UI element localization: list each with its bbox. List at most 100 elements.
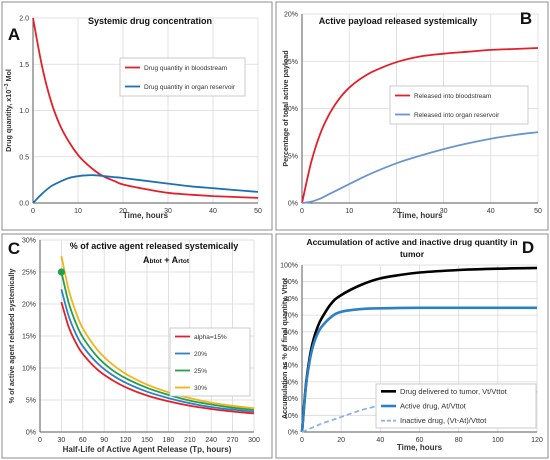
x-tick-label: 10 (74, 208, 82, 215)
y-tick-label: 30% (22, 238, 36, 245)
y-tick-label: 40% (284, 363, 298, 370)
x-axis-label: Time, hours (123, 211, 169, 220)
panel-d: 0 20 40 60 80 100 120 0% 10% 20% 30% 40% 50% 60% 70% 80… (275, 233, 549, 459)
x-tick-label: 30 (58, 437, 66, 444)
panel-letter: C (8, 239, 20, 258)
series-line-2 (301, 131, 539, 204)
legend-label: Drug delivered to tumor, Vt/Vttot (400, 387, 508, 396)
x-tick-label: 210 (184, 437, 196, 444)
subtitle-part: btot (149, 258, 162, 265)
panel-c: 0 30 60 90 120 150 180 210 240 270 300 0% 5% 10% 15% 20… (1, 233, 273, 459)
y-axis-label: Drug quantity, x10−3 Mol (4, 69, 13, 152)
legend-box (169, 327, 251, 397)
y-tick-label: 100% (280, 263, 298, 270)
panel-letter: B (520, 9, 532, 28)
chart-title: Active payload released systemically (319, 16, 478, 26)
highlight-point (57, 268, 65, 276)
x-tick-label: 90 (100, 437, 108, 444)
chart-title: Accumulation of active and inactive drug… (306, 237, 517, 247)
x-tick-label: 0 (31, 208, 35, 215)
panel-border (275, 1, 549, 231)
y-tick-label: 1.5 (19, 62, 29, 69)
panel-border (1, 1, 273, 231)
subtitle-part: rtot (178, 258, 190, 265)
series-line-4 (60, 255, 255, 410)
subtitle-part: + A (162, 255, 179, 265)
series-line-3 (301, 391, 538, 433)
x-tick-label: 40 (209, 208, 217, 215)
y-tick-label: 50% (284, 346, 298, 353)
y-axis-label-main: Drug quantity, x10 (4, 90, 13, 152)
y-tick-label: 20% (284, 12, 298, 19)
x-tick-label: 150 (141, 437, 153, 444)
panel-letter: D (522, 238, 534, 257)
series-line-2 (60, 289, 255, 413)
x-tick-label: 240 (205, 437, 217, 444)
x-tick-label: 180 (163, 437, 175, 444)
y-tick-label: 0% (26, 430, 36, 437)
chart-title: tumor (400, 249, 425, 259)
legend-label: 20% (194, 351, 207, 358)
legend-label: Drug quantity in organ reservoir (144, 84, 236, 91)
y-tick-label: 20% (284, 396, 298, 403)
y-tick-label: 25% (22, 270, 36, 277)
x-tick-label: 0 (38, 437, 42, 444)
y-axis-label-main: % of active agent released systemically (7, 269, 16, 404)
panel-border (275, 233, 549, 459)
legend-label: Active drug, At/Vttot (400, 402, 467, 411)
panel-border (1, 233, 273, 459)
y-axis-label: Percentage of total active payload (281, 50, 290, 166)
legend-label: Inactive drug, (Vt-At)/Vttot (400, 416, 487, 425)
y-tick-label: 5% (288, 153, 298, 160)
y-tick-label: 10% (284, 106, 298, 113)
subtitle-part: A (143, 255, 150, 265)
y-tick-label: 0% (288, 201, 298, 208)
y-axis-label-unit: Mol (4, 69, 13, 83)
x-tick-label: 50 (254, 208, 262, 215)
y-tick-label: 2.0 (19, 16, 29, 23)
x-tick-label: 20 (393, 208, 401, 215)
y-tick-label: 15% (22, 334, 36, 341)
x-tick-label: 30 (164, 208, 172, 215)
series-line-2 (300, 306, 537, 433)
x-tick-label: 300 (248, 437, 260, 444)
legend-box (389, 85, 529, 125)
x-tick-label: 30 (440, 208, 448, 215)
legend-label: 25% (194, 368, 207, 375)
x-tick-label: 120 (120, 437, 132, 444)
x-tick-label: 60 (79, 437, 87, 444)
x-tick-label: 270 (227, 437, 239, 444)
x-tick-label: 50 (534, 208, 542, 215)
series-line-1 (32, 17, 259, 199)
y-tick-label: 30% (284, 379, 298, 386)
x-axis-label: Time, hours (397, 443, 443, 452)
y-tick-label: 15% (284, 59, 298, 66)
x-axis-label: Time, hours (397, 211, 443, 220)
series-line-1 (60, 301, 255, 415)
y-tick-label: 60% (284, 329, 298, 336)
y-tick-label: 20% (22, 302, 36, 309)
y-tick-label: 5% (26, 398, 36, 405)
x-tick-label: 10 (345, 208, 353, 215)
y-tick-label: 0% (288, 430, 298, 437)
legend-label: Drug quantity in bloodstream (144, 65, 227, 72)
y-tick-label: 1.0 (19, 108, 29, 115)
x-tick-label: 100 (492, 437, 504, 444)
y-tick-label: 10% (284, 413, 298, 420)
legend-label: Released into organ reservoir (414, 112, 500, 119)
legend-box (119, 57, 246, 97)
y-axis-label: Accumulation as % of final quantity, Vtt… (280, 277, 289, 419)
legend-label: 30% (194, 385, 207, 392)
chart-subtitle: Abtot + Artot (143, 255, 190, 265)
panel-b: 0 10 20 30 40 50 0% 5% 10% 15% 20% Time, hours Perce… (275, 1, 549, 231)
y-axis-label: % of active agent released systemically (7, 269, 16, 404)
series-line-1 (301, 47, 539, 204)
x-tick-label: 20 (119, 208, 127, 215)
x-axis-label: Half-Life of Active Agent Release (Tp, h… (63, 445, 232, 454)
y-tick-label: 10% (22, 366, 36, 373)
series-line-2 (32, 174, 259, 204)
x-tick-label: 60 (416, 437, 424, 444)
x-tick-label: 0 (300, 437, 304, 444)
x-tick-label: 120 (531, 437, 543, 444)
legend-label: Released into bloodstream (414, 93, 491, 100)
